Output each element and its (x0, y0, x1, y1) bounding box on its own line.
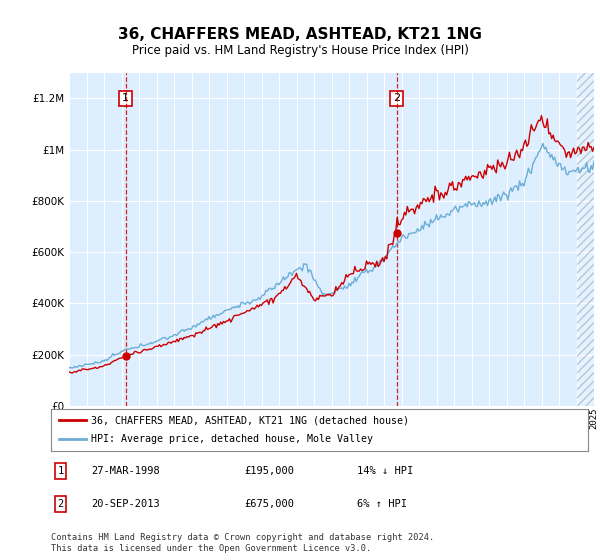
Text: £675,000: £675,000 (244, 499, 295, 509)
Text: 27-MAR-1998: 27-MAR-1998 (91, 466, 160, 476)
Text: 14% ↓ HPI: 14% ↓ HPI (357, 466, 413, 476)
Text: 36, CHAFFERS MEAD, ASHTEAD, KT21 1NG (detached house): 36, CHAFFERS MEAD, ASHTEAD, KT21 1NG (de… (91, 415, 409, 425)
Text: 2: 2 (58, 499, 64, 509)
Text: 1: 1 (122, 94, 129, 104)
Text: HPI: Average price, detached house, Mole Valley: HPI: Average price, detached house, Mole… (91, 435, 373, 445)
Text: Price paid vs. HM Land Registry's House Price Index (HPI): Price paid vs. HM Land Registry's House … (131, 44, 469, 57)
Text: 20-SEP-2013: 20-SEP-2013 (91, 499, 160, 509)
Text: 36, CHAFFERS MEAD, ASHTEAD, KT21 1NG: 36, CHAFFERS MEAD, ASHTEAD, KT21 1NG (118, 27, 482, 42)
Text: £195,000: £195,000 (244, 466, 295, 476)
Text: 6% ↑ HPI: 6% ↑ HPI (357, 499, 407, 509)
Text: 1: 1 (58, 466, 64, 476)
Bar (577, 73, 594, 406)
Bar (577, 73, 594, 406)
Text: Contains HM Land Registry data © Crown copyright and database right 2024.
This d: Contains HM Land Registry data © Crown c… (51, 533, 434, 553)
Text: 2: 2 (393, 94, 400, 104)
